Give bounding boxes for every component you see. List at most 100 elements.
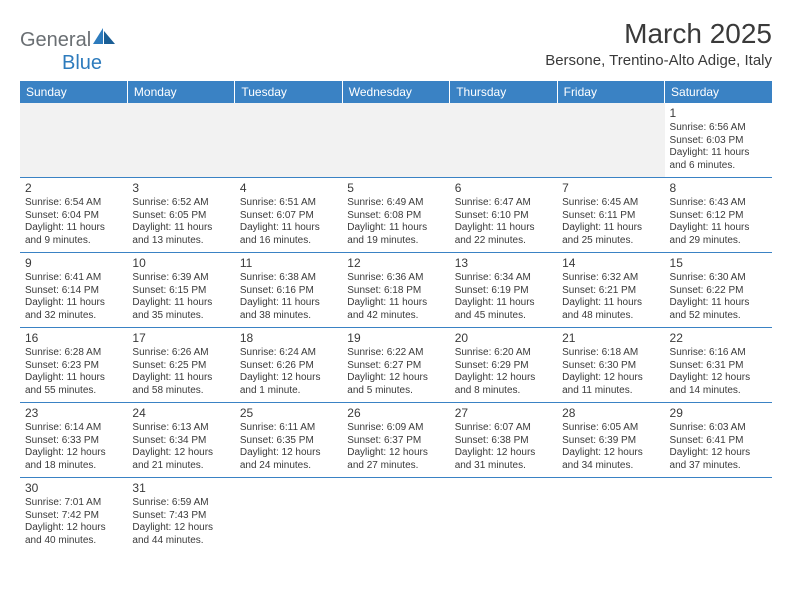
day-number: 23 [25,406,122,421]
day-number: 1 [670,106,767,121]
sunset-text: Sunset: 6:07 PM [240,210,337,223]
sunset-text: Sunset: 6:27 PM [347,360,444,373]
day-number: 4 [240,181,337,196]
sunset-text: Sunset: 6:16 PM [240,285,337,298]
sunrise-text: Sunrise: 6:26 AM [132,347,229,360]
day-cell: 29Sunrise: 6:03 AMSunset: 6:41 PMDayligh… [665,403,772,478]
day-number: 15 [670,256,767,271]
day-number: 24 [132,406,229,421]
dow-tuesday: Tuesday [235,81,342,103]
day-number: 31 [132,481,229,496]
daylight-text: and 11 minutes. [562,385,659,398]
day-number: 7 [562,181,659,196]
day-cell: 24Sunrise: 6:13 AMSunset: 6:34 PMDayligh… [127,403,234,478]
day-number: 27 [455,406,552,421]
sunrise-text: Sunrise: 6:39 AM [132,272,229,285]
daylight-text: and 40 minutes. [25,535,122,548]
day-cell: 11Sunrise: 6:38 AMSunset: 6:16 PMDayligh… [235,253,342,328]
day-number: 12 [347,256,444,271]
day-number: 21 [562,331,659,346]
day-number: 11 [240,256,337,271]
sunrise-text: Sunrise: 6:03 AM [670,422,767,435]
sunset-text: Sunset: 7:42 PM [25,510,122,523]
calendar-page: GeneralBlue March 2025 Bersone, Trentino… [0,0,792,552]
day-cell: 23Sunrise: 6:14 AMSunset: 6:33 PMDayligh… [20,403,127,478]
dow-monday: Monday [127,81,234,103]
sunrise-text: Sunrise: 6:32 AM [562,272,659,285]
day-cell: 21Sunrise: 6:18 AMSunset: 6:30 PMDayligh… [557,328,664,403]
day-cell: 9Sunrise: 6:41 AMSunset: 6:14 PMDaylight… [20,253,127,328]
sunrise-text: Sunrise: 6:52 AM [132,197,229,210]
header: GeneralBlue March 2025 Bersone, Trentino… [20,18,772,75]
calendar-table: Sunday Monday Tuesday Wednesday Thursday… [20,81,772,552]
daylight-text: and 13 minutes. [132,235,229,248]
daylight-text: and 34 minutes. [562,460,659,473]
daylight-text: Daylight: 11 hours [670,147,767,160]
daylight-text: Daylight: 11 hours [670,297,767,310]
daylight-text: and 1 minute. [240,385,337,398]
day-number: 14 [562,256,659,271]
daylight-text: Daylight: 12 hours [132,522,229,535]
logo-text-1: General [20,29,91,51]
sunrise-text: Sunrise: 6:47 AM [455,197,552,210]
daylight-text: Daylight: 12 hours [240,447,337,460]
sunset-text: Sunset: 6:31 PM [670,360,767,373]
daylight-text: Daylight: 12 hours [347,447,444,460]
sunrise-text: Sunrise: 6:38 AM [240,272,337,285]
title-block: March 2025 Bersone, Trentino-Alto Adige,… [545,18,772,69]
sunset-text: Sunset: 6:41 PM [670,435,767,448]
dow-thursday: Thursday [450,81,557,103]
day-number: 5 [347,181,444,196]
day-number: 17 [132,331,229,346]
daylight-text: and 35 minutes. [132,310,229,323]
daylight-text: and 58 minutes. [132,385,229,398]
sunrise-text: Sunrise: 6:14 AM [25,422,122,435]
daylight-text: Daylight: 11 hours [455,222,552,235]
page-title: March 2025 [545,18,772,50]
day-cell: 26Sunrise: 6:09 AMSunset: 6:37 PMDayligh… [342,403,449,478]
sunset-text: Sunset: 6:10 PM [455,210,552,223]
daylight-text: and 9 minutes. [25,235,122,248]
daylight-text: and 45 minutes. [455,310,552,323]
daylight-text: and 31 minutes. [455,460,552,473]
dow-sunday: Sunday [20,81,127,103]
location-subtitle: Bersone, Trentino-Alto Adige, Italy [545,52,772,69]
logo: GeneralBlue [20,18,117,75]
daylight-text: and 6 minutes. [670,160,767,173]
sunset-text: Sunset: 6:37 PM [347,435,444,448]
day-cell [20,103,127,178]
sunrise-text: Sunrise: 6:36 AM [347,272,444,285]
daylight-text: Daylight: 11 hours [25,297,122,310]
daylight-text: Daylight: 12 hours [670,372,767,385]
day-cell [450,478,557,553]
week-row: 2Sunrise: 6:54 AMSunset: 6:04 PMDaylight… [20,178,772,253]
day-cell [342,103,449,178]
sunset-text: Sunset: 6:08 PM [347,210,444,223]
daylight-text: Daylight: 11 hours [347,297,444,310]
day-cell: 16Sunrise: 6:28 AMSunset: 6:23 PMDayligh… [20,328,127,403]
sunset-text: Sunset: 6:22 PM [670,285,767,298]
daylight-text: and 48 minutes. [562,310,659,323]
day-cell [235,103,342,178]
day-number: 9 [25,256,122,271]
sunrise-text: Sunrise: 6:54 AM [25,197,122,210]
daylight-text: and 37 minutes. [670,460,767,473]
day-cell: 4Sunrise: 6:51 AMSunset: 6:07 PMDaylight… [235,178,342,253]
day-cell [235,478,342,553]
sunset-text: Sunset: 6:38 PM [455,435,552,448]
daylight-text: and 38 minutes. [240,310,337,323]
daylight-text: Daylight: 11 hours [240,222,337,235]
day-cell: 20Sunrise: 6:20 AMSunset: 6:29 PMDayligh… [450,328,557,403]
sunset-text: Sunset: 6:26 PM [240,360,337,373]
daylight-text: and 27 minutes. [347,460,444,473]
day-number: 13 [455,256,552,271]
sunrise-text: Sunrise: 7:01 AM [25,497,122,510]
day-number: 26 [347,406,444,421]
sunrise-text: Sunrise: 6:56 AM [670,122,767,135]
sunrise-text: Sunrise: 6:51 AM [240,197,337,210]
sunset-text: Sunset: 6:33 PM [25,435,122,448]
sunset-text: Sunset: 6:05 PM [132,210,229,223]
daylight-text: and 24 minutes. [240,460,337,473]
sunrise-text: Sunrise: 6:11 AM [240,422,337,435]
day-number: 10 [132,256,229,271]
